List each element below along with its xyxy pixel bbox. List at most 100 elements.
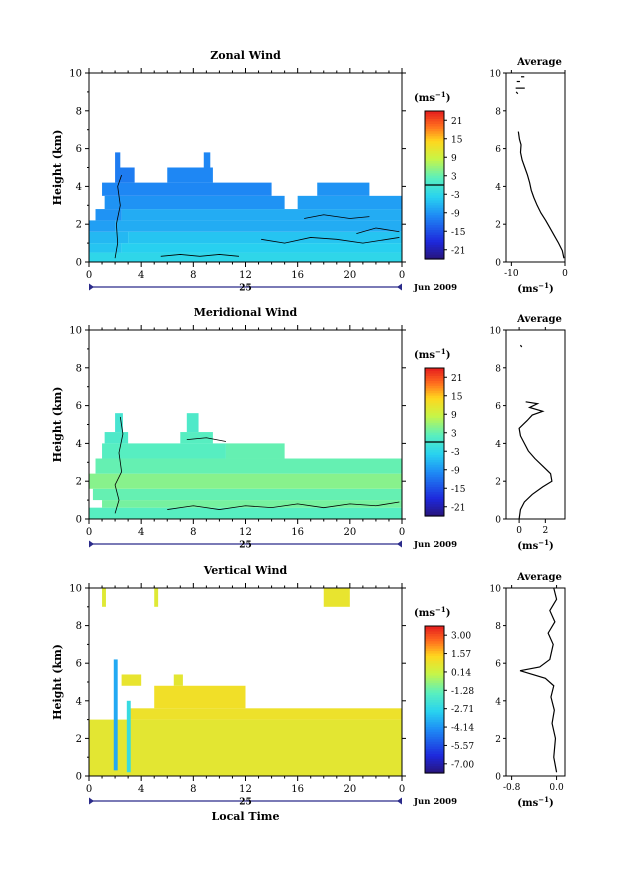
x-tick-label: 8 [190,784,196,795]
colorbar-swatch [425,721,444,725]
colorbar-swatch [425,687,444,691]
colorbar-swatch [425,424,444,428]
colorbar-swatch [425,207,444,211]
y-tick-label: 0 [76,258,82,269]
average-y-tick-label: 4 [495,440,501,450]
colorbar-swatch [425,204,444,208]
colorbar-swatch [425,372,444,376]
colorbar-swatch [425,630,444,634]
average-y-tick-label: 0 [495,773,501,783]
average-frame [505,72,566,263]
colorbar-unit: (ms−1) [414,90,450,104]
colorbar-swatch [425,256,444,260]
colorbar-swatch [425,145,444,149]
average-x-label: (ms−1) [517,538,553,552]
colorbar-tick-label: 9 [451,154,457,164]
colorbar-swatch [425,682,444,686]
heatmap-cell [104,432,129,444]
average-y-tick-label: 2 [495,221,501,231]
colorbar-tick-label: 1.57 [451,650,471,660]
x-tick-label: 12 [239,784,252,795]
average-y-tick-label: 2 [495,478,501,488]
colorbar-swatch [425,753,444,757]
colorbar-swatch [425,486,444,490]
colorbar-swatch [425,679,444,683]
colorbar-swatch [425,185,444,189]
colorbar-tick-label: 3 [451,172,457,182]
heatmap-cell [89,231,129,244]
colorbar-swatch [425,130,444,134]
colorbar-swatch [425,714,444,718]
y-tick-label: 10 [69,584,82,595]
colorbar-swatch [425,501,444,505]
average-y-tick-label: 0 [495,259,501,269]
x-tick-label: 0 [399,784,405,795]
colorbar-swatch [425,677,444,681]
y-tick-label: 4 [76,182,82,193]
y-tick-label: 10 [69,69,82,80]
colorbar-swatch [425,694,444,698]
colorbar-swatch [425,165,444,169]
colorbar-swatch [425,483,444,487]
colorbar-swatch [425,222,444,226]
colorbar-swatch [425,498,444,502]
zero-contour [261,237,400,244]
colorbar-swatch [425,177,444,181]
colorbar-swatch [425,479,444,483]
colorbar-swatch [425,716,444,720]
colorbar-swatch [425,182,444,186]
colorbar-tick-label: -4.14 [451,724,474,734]
heatmap-cell [102,182,272,196]
y-axis-label: Height (km) [51,644,64,720]
heatmap-cell [203,152,211,168]
colorbar-swatch [425,672,444,676]
colorbar-frame [424,625,445,774]
heatmap-cell [173,674,183,686]
colorbar-swatch [425,422,444,426]
colorbar-unit-close: ) [446,608,451,619]
average-x-label-close: ) [549,541,554,552]
colorbar-unit-exp: −1 [435,605,446,614]
colorbar-swatch [425,123,444,127]
day-bar-end-icon [397,797,402,805]
y-tick-label: 2 [76,220,82,231]
colorbar-swatch [425,160,444,164]
y-tick-label: 0 [76,515,82,526]
heatmap-cell [95,209,122,221]
heatmap-cell [115,167,135,183]
colorbar-swatch [425,115,444,119]
colorbar-swatch [425,736,444,740]
average-x-label-base: (ms [517,284,538,295]
average-title: Average [516,572,562,583]
x-tick-label: 0 [399,527,405,538]
colorbar-swatch [425,162,444,166]
zero-contour [114,416,124,514]
colorbar-swatch [425,224,444,228]
colorbar-swatch [425,628,444,632]
colorbar-unit-close: ) [446,350,451,361]
colorbar-swatch [425,167,444,171]
colorbar-swatch [425,645,444,649]
colorbar-swatch [425,439,444,443]
colorbar-tick-label: -1.28 [451,687,474,697]
colorbar-tick-label: 21 [451,374,462,384]
colorbar-swatch [425,434,444,438]
colorbar-swatch [425,755,444,759]
average-profile-fragment [515,91,519,95]
colorbar-swatch [425,496,444,500]
colorbar-swatch [425,392,444,396]
heatmap-cell [154,685,246,709]
y-tick-label: 6 [76,144,82,155]
average-y-tick-label: 10 [490,585,502,595]
average-profile-line [518,401,553,520]
colorbar-swatch [425,665,444,669]
colorbar-swatch [425,655,444,659]
colorbar-tick-label: -9 [451,466,460,476]
colorbar-swatch [425,699,444,703]
colorbar-swatch [425,461,444,465]
colorbar-swatch [425,508,444,512]
colorbar-swatch [425,488,444,492]
colorbar-swatch [425,765,444,769]
colorbar-swatch [425,407,444,411]
colorbar-swatch [425,397,444,401]
